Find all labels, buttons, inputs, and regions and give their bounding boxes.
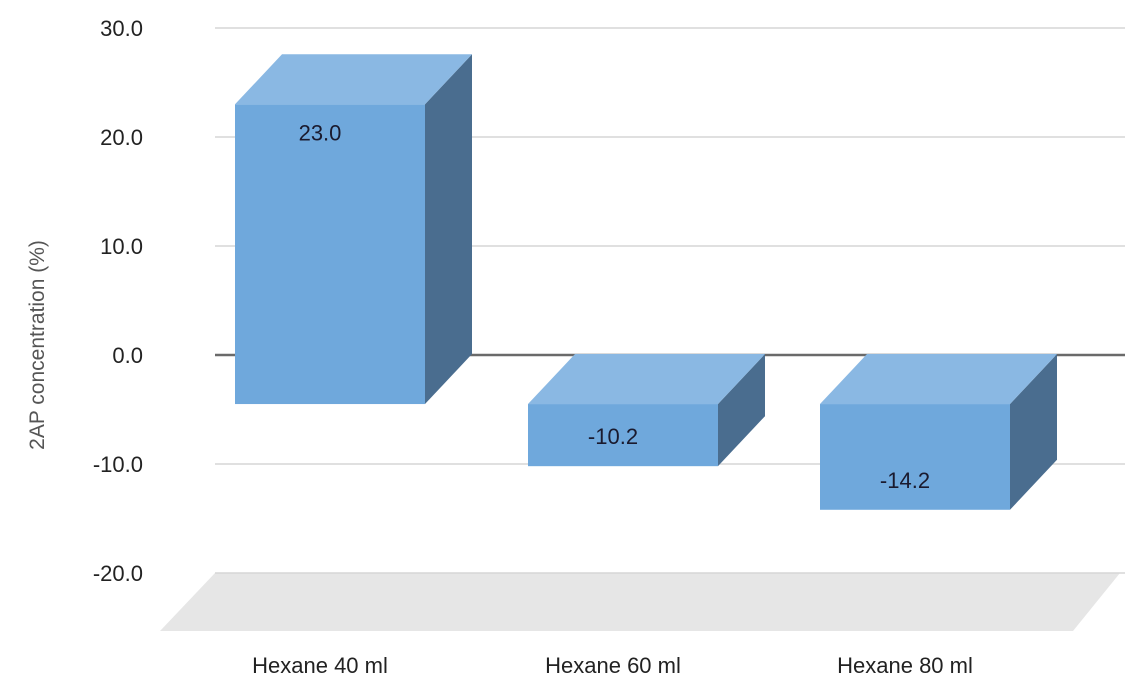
bar-side-face <box>1010 354 1057 510</box>
y-tick-label: 0.0 <box>112 343 143 368</box>
y-tick-label: 10.0 <box>100 234 143 259</box>
y-axis-title: 2AP concentration (%) <box>26 240 49 450</box>
x-category-label: Hexane 60 ml <box>545 653 681 677</box>
bar-3 <box>820 354 1057 510</box>
y-tick-label: -10.0 <box>93 452 143 477</box>
data-label: -14.2 <box>880 468 930 493</box>
bar-2 <box>528 354 765 467</box>
data-label: 23.0 <box>299 120 342 145</box>
bar-side-face <box>425 54 472 405</box>
bar-top-face <box>235 54 472 105</box>
y-tick-label: -20.0 <box>93 561 143 586</box>
bar-side-face <box>718 354 765 467</box>
data-label: -10.2 <box>588 424 638 449</box>
y-tick-label: 30.0 <box>100 16 143 41</box>
x-category-label: Hexane 40 ml <box>252 653 388 677</box>
bar-top-face <box>820 354 1057 405</box>
bar-front-face <box>820 404 1010 510</box>
bar-front-face <box>235 104 425 405</box>
y-tick-label: 20.0 <box>100 125 143 150</box>
bar-top-face <box>528 354 765 405</box>
bar-front-face <box>528 404 718 467</box>
bar-1 <box>235 54 472 405</box>
x-category-label: Hexane 80 ml <box>837 653 973 677</box>
chart-floor <box>160 573 1120 631</box>
